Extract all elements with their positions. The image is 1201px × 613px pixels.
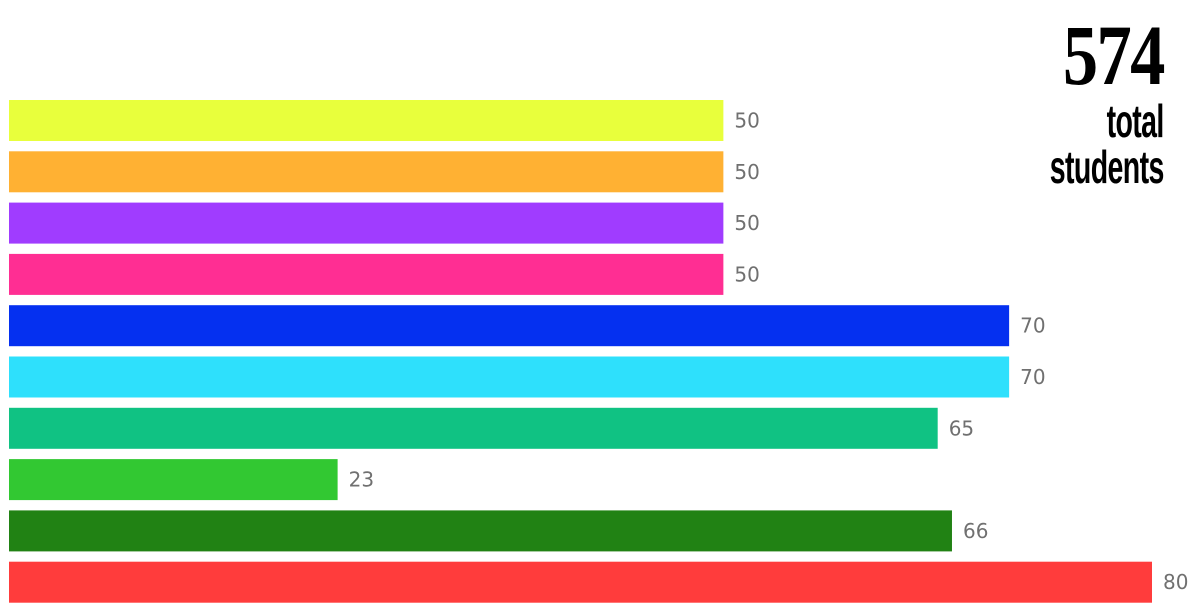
bar-value-label-7: 65	[949, 416, 974, 440]
bar-6	[9, 356, 1010, 398]
bar-value-label-8: 23	[349, 468, 374, 492]
students-label: students	[1050, 141, 1165, 193]
bar-value-label-5: 70	[1020, 314, 1045, 338]
bar-1	[9, 100, 724, 141]
total-summary: 574 total students	[980, 7, 1166, 193]
bar-value-label-1: 50	[734, 109, 759, 133]
bar-value-label-6: 70	[1020, 365, 1045, 389]
bar-value-label-4: 50	[734, 262, 759, 286]
bar-9	[9, 510, 952, 552]
total-label: total	[1106, 95, 1165, 147]
bar-10	[9, 561, 1152, 603]
bar-8	[9, 459, 338, 501]
bar-3	[9, 202, 724, 244]
total-count: 574	[1063, 7, 1165, 103]
bar-5	[9, 305, 1010, 347]
bar-value-label-10: 80	[1163, 570, 1188, 594]
bar-4	[9, 253, 724, 295]
bar-7	[9, 407, 938, 449]
bar-value-label-2: 50	[734, 160, 759, 184]
bar-value-label-9: 66	[963, 519, 988, 543]
bar-value-label-3: 50	[734, 211, 759, 235]
bar-2	[9, 151, 724, 193]
